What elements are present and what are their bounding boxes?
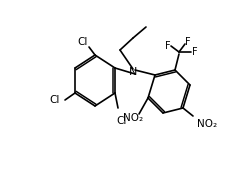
Text: F: F (184, 37, 190, 47)
Text: F: F (164, 41, 170, 51)
Text: NO₂: NO₂ (122, 113, 142, 123)
Text: F: F (192, 47, 197, 57)
Text: Cl: Cl (50, 95, 60, 105)
Text: Cl: Cl (78, 37, 88, 47)
Text: Cl: Cl (116, 116, 127, 126)
Text: N: N (128, 67, 137, 77)
Text: NO₂: NO₂ (196, 119, 216, 129)
